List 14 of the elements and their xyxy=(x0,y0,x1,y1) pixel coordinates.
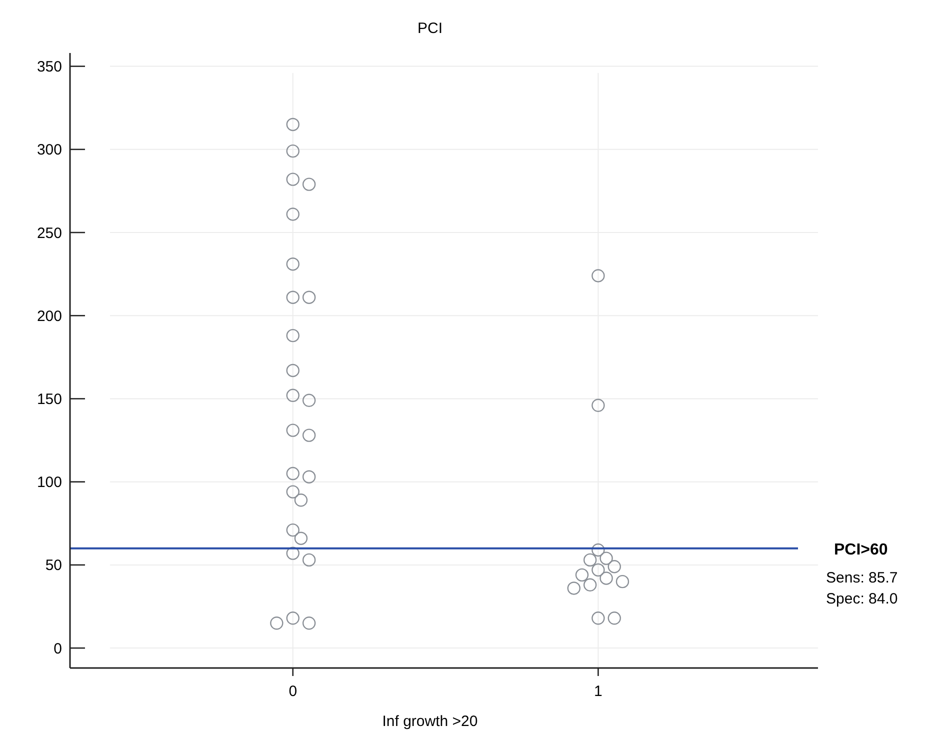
y-tick-label: 100 xyxy=(36,474,62,492)
y-tick-label: 50 xyxy=(45,557,62,574)
y-tick-label: 0 xyxy=(54,640,62,658)
x-tick-label: 1 xyxy=(594,683,602,700)
y-tick-label: 300 xyxy=(36,142,62,159)
text: Spec: 84.0 xyxy=(826,590,898,608)
y-tick-label: 350 xyxy=(36,58,62,76)
y-tick-label: 250 xyxy=(36,224,62,242)
x-axis-title: Inf growth >20 xyxy=(382,713,478,730)
text: Sens: 85.7 xyxy=(826,569,898,586)
ref-line-label: PCI>60 xyxy=(834,541,888,558)
y-tick-label: 200 xyxy=(36,308,62,325)
chart-title: PCI xyxy=(417,20,443,37)
y-tick-label: 150 xyxy=(36,390,62,408)
